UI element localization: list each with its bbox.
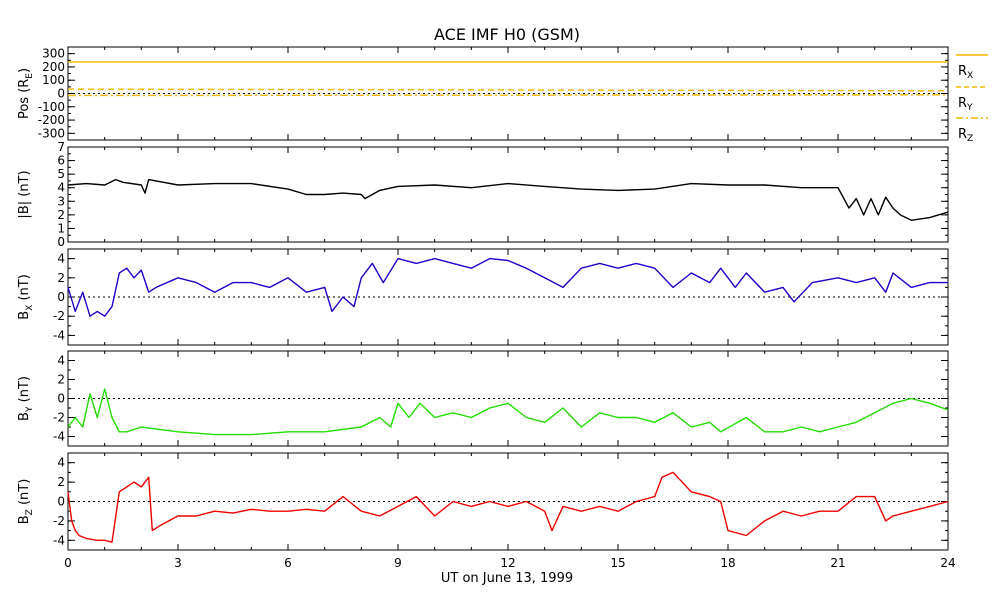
panel-frame-btot: [67, 146, 949, 243]
legend-label-2: RZ: [958, 127, 973, 144]
y-axis-label-bz: BZ (nT): [17, 479, 35, 525]
y-tick-label-pos: 200: [42, 60, 65, 74]
y-tick-label-by: 2: [57, 373, 65, 387]
y-tick-label-btot: 4: [57, 181, 65, 195]
y-axis-label-btot: |B| (nT): [17, 170, 32, 218]
panel-bx: 4 2 0 -2 -4 BX (nT): [17, 248, 949, 346]
y-tick-label-bx: -4: [53, 328, 65, 342]
y-tick-label-bz: 2: [57, 475, 65, 489]
y-tick-label-by: -2: [53, 411, 65, 425]
y-tick-label-pos: -300: [38, 126, 65, 140]
y-axis-label-bx: BX (nT): [17, 274, 35, 320]
y-tick-label-by: 0: [57, 392, 65, 406]
y-tick-label-pos: -100: [38, 100, 65, 114]
series-line-pos-2: [67, 94, 949, 97]
y-tick-label-btot: 1: [57, 221, 65, 235]
x-tick-label: 21: [830, 556, 845, 570]
x-tick-label: 18: [720, 556, 735, 570]
y-tick-label-btot: 0: [57, 235, 65, 249]
series-line-bx-0: [67, 257, 948, 317]
x-tick-label: 6: [284, 556, 292, 570]
legend-label-0: RX: [958, 64, 973, 81]
y-tick-label-btot: 3: [57, 194, 65, 208]
y-tick-label-pos: 300: [42, 47, 65, 61]
y-tick-label-pos: 100: [42, 73, 65, 87]
series-line-btot-0: [67, 178, 949, 222]
y-tick-label-by: 4: [57, 354, 65, 368]
y-axis-label-pos: Pos (RE): [17, 68, 35, 119]
series-line-by-0: [67, 388, 949, 436]
y-tick-label-bz: -2: [53, 514, 65, 528]
y-tick-label-bz: 4: [57, 456, 65, 470]
y-tick-label-bx: 4: [57, 252, 65, 266]
x-tick-label: 12: [500, 556, 515, 570]
x-tick-label: 0: [64, 556, 72, 570]
y-tick-label-bx: 2: [57, 271, 65, 285]
panel-by: 4 2 0 -2 -4 BY (nT): [17, 350, 949, 447]
x-axis: 0 3 6 9 12 15 18 21 24: [64, 556, 955, 570]
panel-bz: 4 2 0 -2 -4 BZ (nT): [17, 452, 949, 551]
y-axis-label-by: BY (nT): [17, 376, 35, 421]
x-tick-label: 9: [394, 556, 402, 570]
y-tick-label-bx: -2: [53, 309, 65, 323]
y-tick-label-by: -4: [53, 430, 65, 444]
y-tick-label-btot: 7: [57, 140, 65, 154]
y-tick-label-pos: -200: [38, 113, 65, 127]
x-tick-label: 15: [610, 556, 625, 570]
x-tick-label: 24: [940, 556, 955, 570]
y-tick-label-btot: 6: [57, 154, 65, 168]
y-tick-label-btot: 5: [57, 167, 65, 181]
y-tick-label-bx: 0: [57, 290, 65, 304]
series-line-pos-1: [67, 88, 949, 92]
chart-title: ACE IMF H0 (GSM): [434, 25, 580, 44]
series-line-bz-0: [67, 471, 949, 543]
legend: RX RY RZ: [956, 54, 988, 144]
y-tick-label-bz: 0: [57, 495, 65, 509]
y-tick-label-pos: 0: [57, 87, 65, 101]
x-tick-label: 3: [174, 556, 182, 570]
x-axis-label: UT on June 13, 1999: [441, 571, 573, 586]
legend-label-1: RY: [958, 96, 973, 113]
y-tick-label-btot: 2: [57, 208, 65, 222]
y-tick-label-bz: -4: [53, 533, 65, 547]
